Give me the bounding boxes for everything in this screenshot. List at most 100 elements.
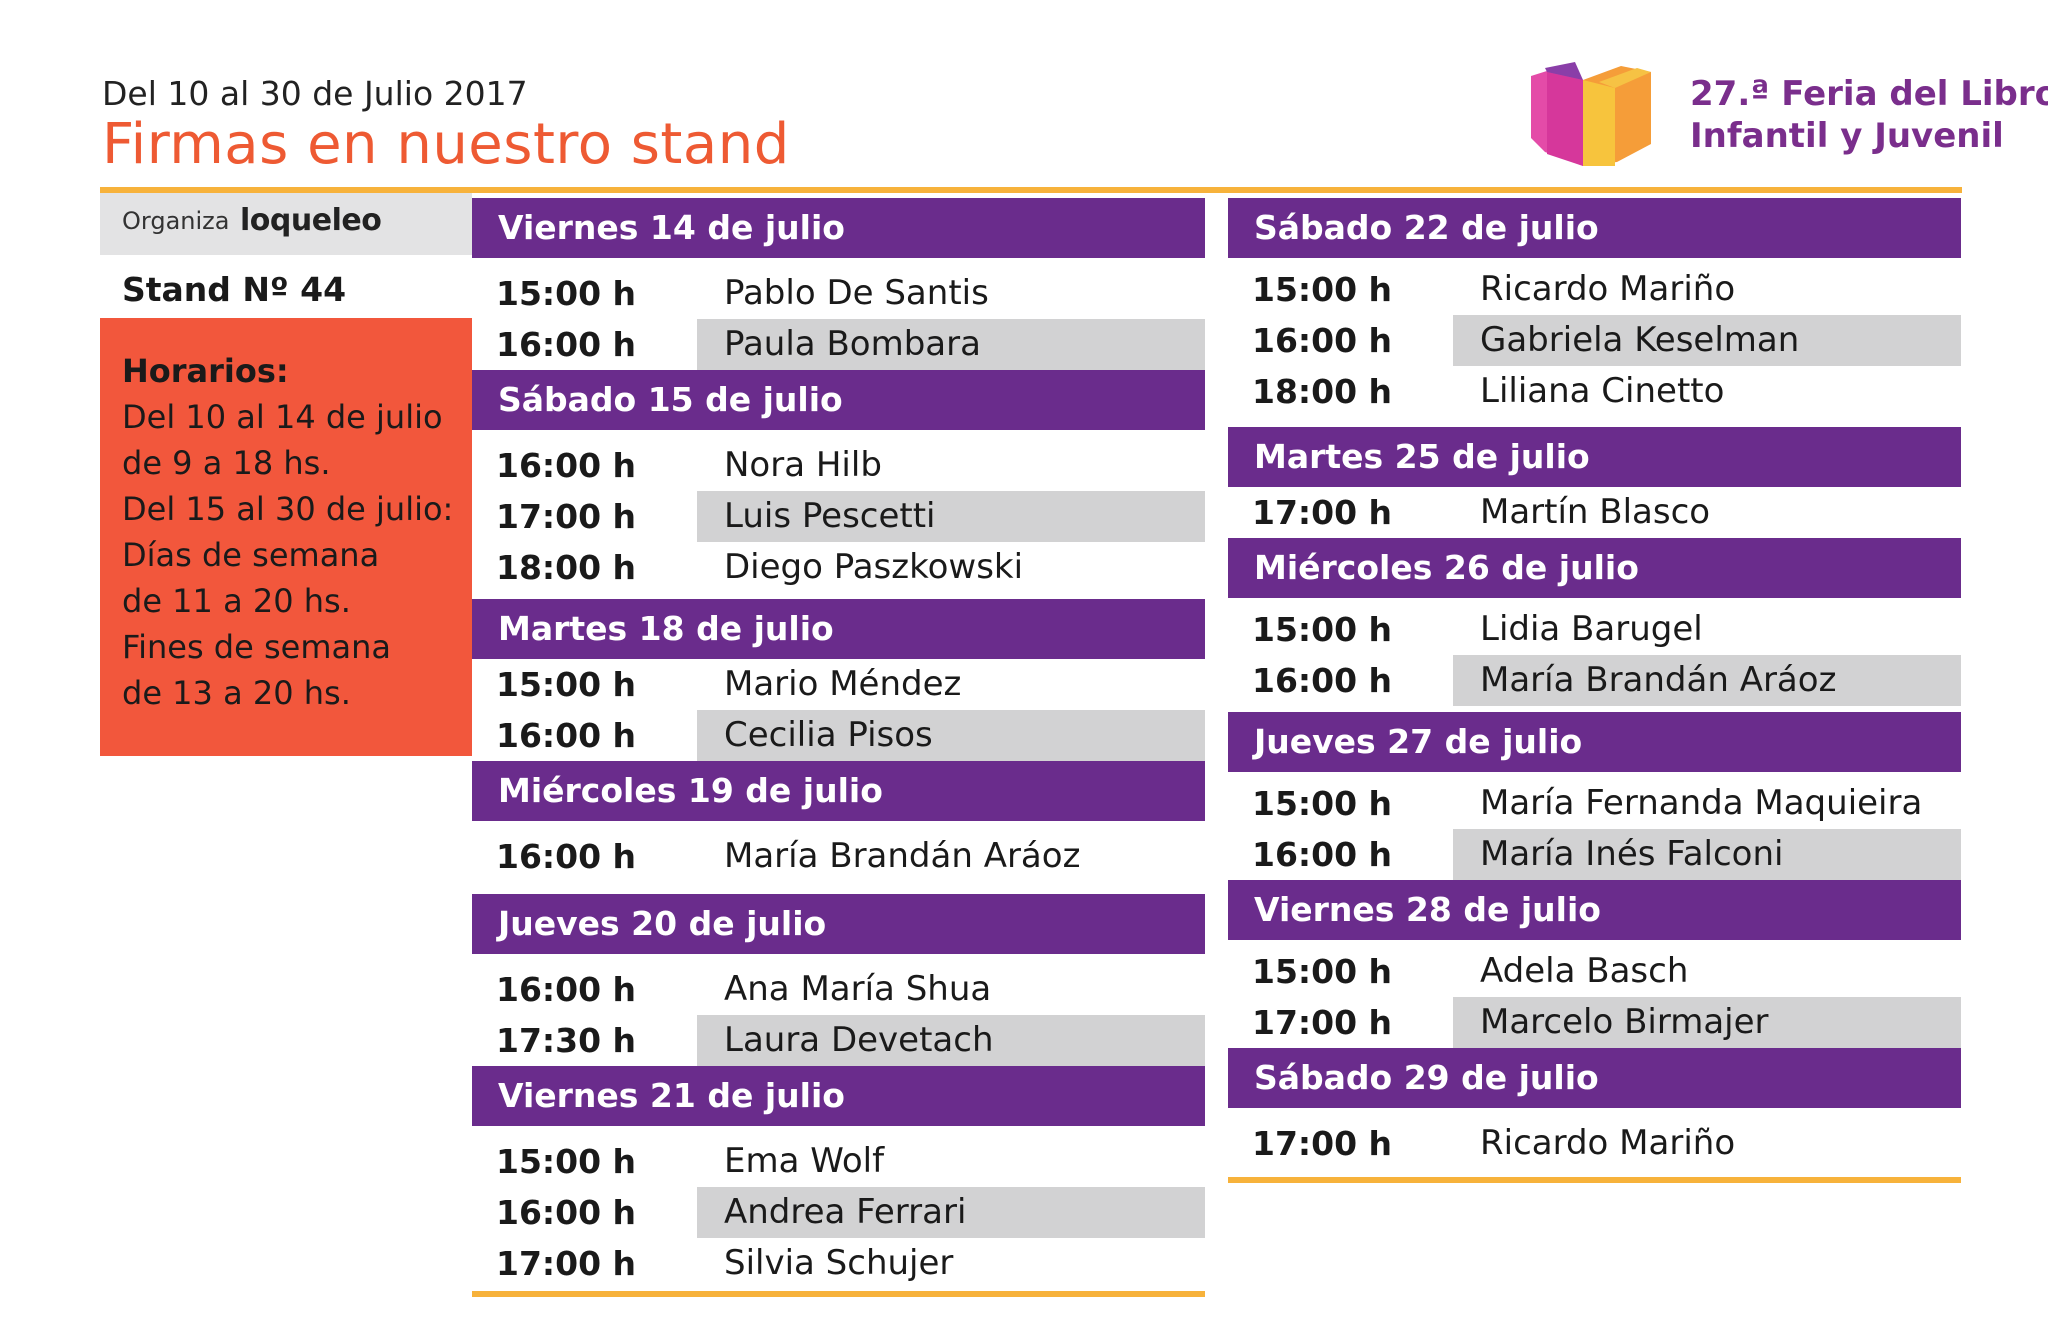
- column-end-divider: [472, 1291, 1205, 1297]
- row-author: Silvia Schujer: [724, 1243, 954, 1283]
- row-author: Martín Blasco: [1480, 492, 1711, 532]
- day-header: Martes 18 de julio: [472, 599, 1205, 659]
- table-row: 15:00 h Ricardo Mariño: [1228, 264, 1961, 315]
- row-author: Cecilia Pisos: [724, 715, 933, 755]
- table-row: 16:00 h Cecilia Pisos: [472, 710, 1205, 761]
- day-header: Viernes 28 de julio: [1228, 880, 1961, 940]
- row-author: Ricardo Mariño: [1480, 269, 1736, 309]
- row-author: Andrea Ferrari: [724, 1192, 967, 1232]
- schedule-column-1: Viernes 14 de julio 15:00 h Pablo De San…: [472, 198, 1205, 1297]
- row-time: 15:00 h: [1228, 946, 1453, 997]
- row-author: Adela Basch: [1480, 951, 1689, 991]
- row-time: 17:00 h: [472, 491, 697, 542]
- row-time: 16:00 h: [1228, 315, 1453, 366]
- day-header: Viernes 21 de julio: [472, 1066, 1205, 1126]
- day-header: Miércoles 26 de julio: [1228, 538, 1961, 598]
- table-row: 17:00 h Luis Pescetti: [472, 491, 1205, 542]
- row-author: Ema Wolf: [724, 1141, 885, 1181]
- table-row: 18:00 h Liliana Cinetto: [1228, 366, 1961, 417]
- table-row: 15:00 h Adela Basch: [1228, 946, 1961, 997]
- table-row: 16:00 h Paula Bombara: [472, 319, 1205, 370]
- row-author: María Brandán Aráoz: [1480, 660, 1837, 700]
- day-header: Viernes 14 de julio: [472, 198, 1205, 258]
- stand-number: Stand Nº 44: [122, 270, 347, 309]
- table-row: 15:00 h Lidia Barugel: [1228, 604, 1961, 655]
- day-header: Sábado 15 de julio: [472, 370, 1205, 430]
- table-row: 16:00 h Andrea Ferrari: [472, 1187, 1205, 1238]
- row-author: Ricardo Mariño: [1480, 1123, 1736, 1163]
- table-row: 15:00 h Ema Wolf: [472, 1136, 1205, 1187]
- row-time: 16:00 h: [472, 440, 697, 491]
- row-author: Paula Bombara: [724, 324, 981, 364]
- row-author: Pablo De Santis: [724, 273, 989, 313]
- book-logo-icon: [1531, 62, 1651, 166]
- row-time: 17:00 h: [1228, 1118, 1453, 1169]
- row-time: 17:30 h: [472, 1015, 697, 1066]
- fair-name-line1: 27.ª Feria del Libro: [1690, 74, 2048, 114]
- row-author: Luis Pescetti: [724, 496, 936, 536]
- table-row: 17:00 h Silvia Schujer: [472, 1238, 1205, 1289]
- row-time: 15:00 h: [472, 1136, 697, 1187]
- organizer-label: Organiza: [122, 207, 230, 235]
- schedule-column-2: Sábado 22 de julio 15:00 h Ricardo Mariñ…: [1228, 198, 1961, 1183]
- table-row: 15:00 h Mario Méndez: [472, 659, 1205, 710]
- row-time: 15:00 h: [1228, 264, 1453, 315]
- organizer-bar: Organiza loqueleo: [100, 193, 472, 255]
- hours-line: de 13 a 20 hs.: [122, 674, 351, 712]
- hours-line: Del 10 al 14 de julio: [122, 398, 443, 436]
- row-time: 17:00 h: [472, 1238, 697, 1289]
- row-author: Diego Paszkowski: [724, 547, 1024, 587]
- row-author: María Inés Falconi: [1480, 834, 1784, 874]
- event-dates: Del 10 al 30 de Julio 2017: [102, 74, 528, 113]
- table-row: 15:00 h Pablo De Santis: [472, 268, 1205, 319]
- table-row: 16:00 h Ana María Shua: [472, 964, 1205, 1015]
- row-author: María Brandán Aráoz: [724, 836, 1081, 876]
- organizer-brand-logo: loqueleo: [240, 203, 382, 238]
- table-row: 16:00 h María Brandán Aráoz: [1228, 655, 1961, 706]
- page-title: Firmas en nuestro stand: [102, 112, 790, 177]
- hours-title: Horarios:: [122, 352, 289, 390]
- table-row: 17:00 h Marcelo Birmajer: [1228, 997, 1961, 1048]
- row-time: 18:00 h: [1228, 366, 1453, 417]
- table-row: 17:00 h Ricardo Mariño: [1228, 1118, 1961, 1169]
- row-time: 17:00 h: [1228, 487, 1453, 538]
- day-header: Miércoles 19 de julio: [472, 761, 1205, 821]
- day-header: Sábado 22 de julio: [1228, 198, 1961, 258]
- row-time: 16:00 h: [472, 319, 697, 370]
- hours-line: Del 15 al 30 de julio:: [122, 490, 454, 528]
- table-row: 17:30 h Laura Devetach: [472, 1015, 1205, 1066]
- row-time: 17:00 h: [1228, 997, 1453, 1048]
- table-row: 15:00 h María Fernanda Maquieira: [1228, 778, 1961, 829]
- column-end-divider: [1228, 1177, 1961, 1183]
- table-row: 17:00 h Martín Blasco: [1228, 487, 1961, 538]
- table-row: 16:00 h María Inés Falconi: [1228, 829, 1961, 880]
- row-time: 16:00 h: [1228, 829, 1453, 880]
- table-row: 18:00 h Diego Paszkowski: [472, 542, 1205, 593]
- row-author: Marcelo Birmajer: [1480, 1002, 1769, 1042]
- row-time: 16:00 h: [1228, 655, 1453, 706]
- table-row: 16:00 h Gabriela Keselman: [1228, 315, 1961, 366]
- row-time: 15:00 h: [1228, 778, 1453, 829]
- hours-line: de 11 a 20 hs.: [122, 582, 351, 620]
- hours-box: Horarios: Del 10 al 14 de julio de 9 a 1…: [100, 318, 472, 756]
- row-author: Nora Hilb: [724, 445, 882, 485]
- row-time: 16:00 h: [472, 710, 697, 761]
- row-author: Lidia Barugel: [1480, 609, 1703, 649]
- table-row: 16:00 h Nora Hilb: [472, 440, 1205, 491]
- row-time: 16:00 h: [472, 831, 697, 882]
- day-header: Martes 25 de julio: [1228, 427, 1961, 487]
- hours-line: Fines de semana: [122, 628, 391, 666]
- hours-line: de 9 a 18 hs.: [122, 444, 331, 482]
- hours-line: Días de semana: [122, 536, 380, 574]
- row-author: Mario Méndez: [724, 664, 962, 704]
- row-time: 15:00 h: [1228, 604, 1453, 655]
- day-header: Jueves 20 de julio: [472, 894, 1205, 954]
- fair-name-line2: Infantil y Juvenil: [1690, 116, 2004, 156]
- row-time: 15:00 h: [472, 268, 697, 319]
- row-time: 15:00 h: [472, 659, 697, 710]
- row-author: Liliana Cinetto: [1480, 371, 1725, 411]
- row-time: 18:00 h: [472, 542, 697, 593]
- table-row: 16:00 h María Brandán Aráoz: [472, 831, 1205, 882]
- row-time: 16:00 h: [472, 964, 697, 1015]
- row-time: 16:00 h: [472, 1187, 697, 1238]
